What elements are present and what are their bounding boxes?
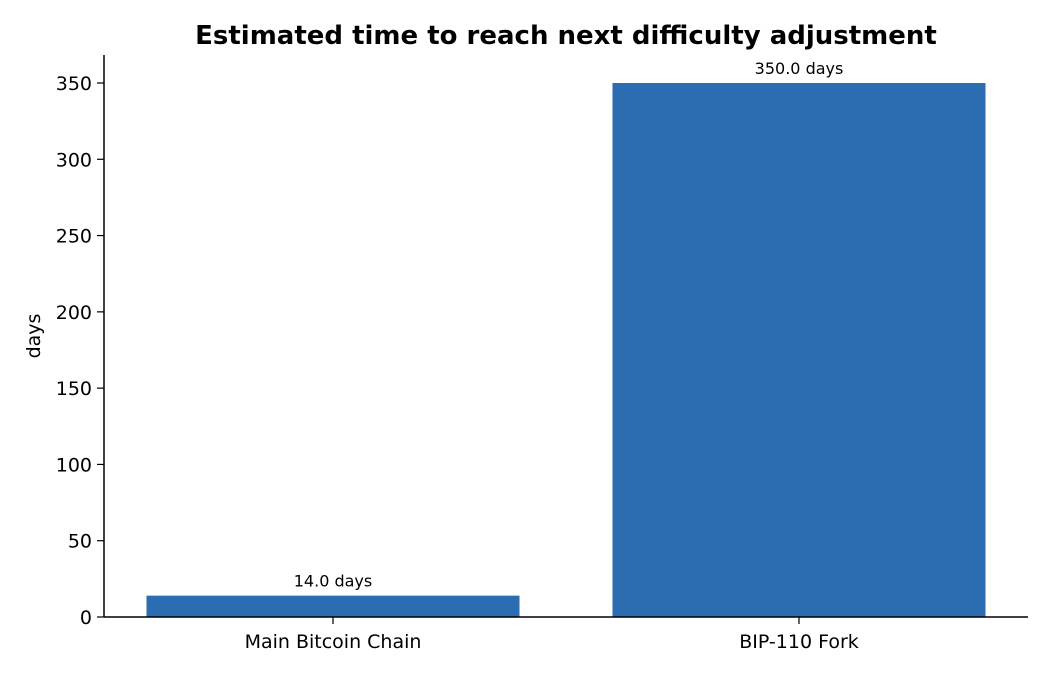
y-tick-label-1: 50: [68, 531, 92, 553]
bar-value-label-1: 350.0 days: [755, 59, 844, 78]
y-axis-label: days: [23, 314, 45, 359]
y-tick-label-6: 300: [56, 149, 92, 171]
y-tick-label-4: 200: [56, 302, 92, 324]
bars-layer: [146, 83, 986, 617]
y-tick-label-3: 150: [56, 378, 92, 400]
data-labels-layer: 14.0 days 350.0 days: [294, 59, 844, 591]
y-axis: 0 50 100 150 200 250 300 350: [56, 55, 105, 629]
bar-1: [612, 83, 986, 617]
y-tick-label-0: 0: [80, 607, 92, 629]
bar-0: [146, 595, 520, 617]
bar-value-label-0: 14.0 days: [294, 572, 372, 591]
x-axis: Main Bitcoin Chain BIP-110 Fork: [104, 616, 1028, 653]
x-tick-label-1: BIP-110 Fork: [739, 631, 859, 653]
x-tick-label-0: Main Bitcoin Chain: [245, 631, 422, 653]
y-tick-label-5: 250: [56, 226, 92, 248]
y-tick-label-7: 350: [56, 73, 92, 95]
y-tick-label-2: 100: [56, 454, 92, 476]
chart-title: Estimated time to reach next difficulty …: [195, 21, 937, 51]
